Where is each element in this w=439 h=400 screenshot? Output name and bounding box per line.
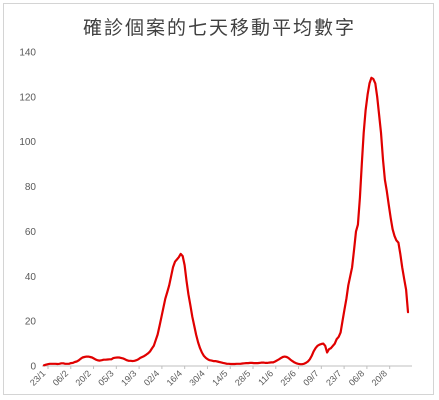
- series-layer: [42, 76, 410, 367]
- x-tick-label: 16/4: [165, 368, 184, 387]
- x-tick-label: 20/8: [370, 368, 389, 387]
- x-tick-label: 30/4: [187, 368, 206, 387]
- x-tick-label: 25/6: [279, 368, 298, 387]
- chart-frame: [3, 3, 434, 395]
- x-tick-label: 06/2: [51, 368, 70, 387]
- x-tick-label: 06/8: [347, 368, 366, 387]
- x-tick-label: 05/3: [96, 368, 115, 387]
- y-tick-label: 120: [19, 92, 36, 103]
- y-axis-ticks: 0 20 40 60 80 100 120 140: [19, 48, 36, 373]
- x-tick-label: 02/4: [142, 368, 161, 387]
- y-tick-label: 140: [19, 48, 36, 59]
- x-tick-label: 20/2: [74, 368, 93, 387]
- x-axis-ticks: 23/1 06/2 20/2 05/3 19/3 02/4 16/4 30/4 14/5 28/5…: [28, 366, 391, 388]
- y-tick-label: 0: [30, 362, 36, 373]
- x-tick-label: 09/7: [301, 368, 320, 387]
- y-tick-label: 100: [19, 137, 36, 148]
- x-tick-label: 11/6: [256, 368, 275, 387]
- y-tick-label: 40: [25, 272, 37, 283]
- y-tick-label: 60: [25, 227, 37, 238]
- x-tick-label: 14/5: [210, 368, 229, 387]
- y-tick-label: 80: [25, 182, 37, 193]
- y-tick-label: 20: [25, 317, 37, 328]
- x-tick-label: 19/3: [119, 368, 138, 387]
- x-tick-label: 23/7: [324, 368, 343, 387]
- x-tick-label: 28/5: [233, 368, 252, 387]
- chart-title: 確診個案的七天移動平均數字: [82, 17, 356, 39]
- series-line: [42, 76, 410, 367]
